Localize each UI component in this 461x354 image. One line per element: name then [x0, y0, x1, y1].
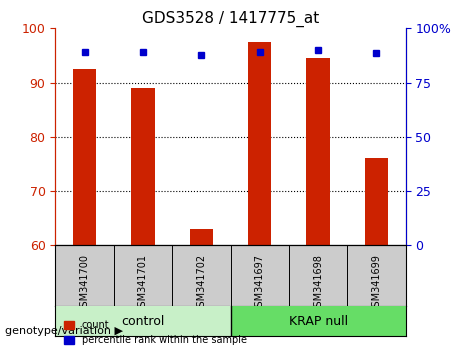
Bar — [365, 159, 388, 245]
Text: GSM341701: GSM341701 — [138, 254, 148, 313]
Bar — [307, 58, 330, 245]
Text: KRAP null: KRAP null — [289, 315, 348, 327]
Bar — [131, 88, 154, 245]
Bar — [248, 42, 272, 245]
Text: GSM341699: GSM341699 — [372, 254, 382, 313]
Text: GSM341702: GSM341702 — [196, 254, 207, 313]
Bar — [55, 306, 230, 336]
Title: GDS3528 / 1417775_at: GDS3528 / 1417775_at — [142, 11, 319, 27]
Bar — [189, 229, 213, 245]
Bar — [73, 69, 96, 245]
Legend: count, percentile rank within the sample: count, percentile rank within the sample — [60, 316, 250, 349]
Text: GSM341697: GSM341697 — [254, 254, 265, 313]
Text: genotype/variation ▶: genotype/variation ▶ — [5, 326, 123, 336]
Text: GSM341698: GSM341698 — [313, 254, 323, 313]
Text: control: control — [121, 315, 165, 327]
Text: GSM341700: GSM341700 — [79, 254, 89, 313]
Bar — [230, 306, 406, 336]
